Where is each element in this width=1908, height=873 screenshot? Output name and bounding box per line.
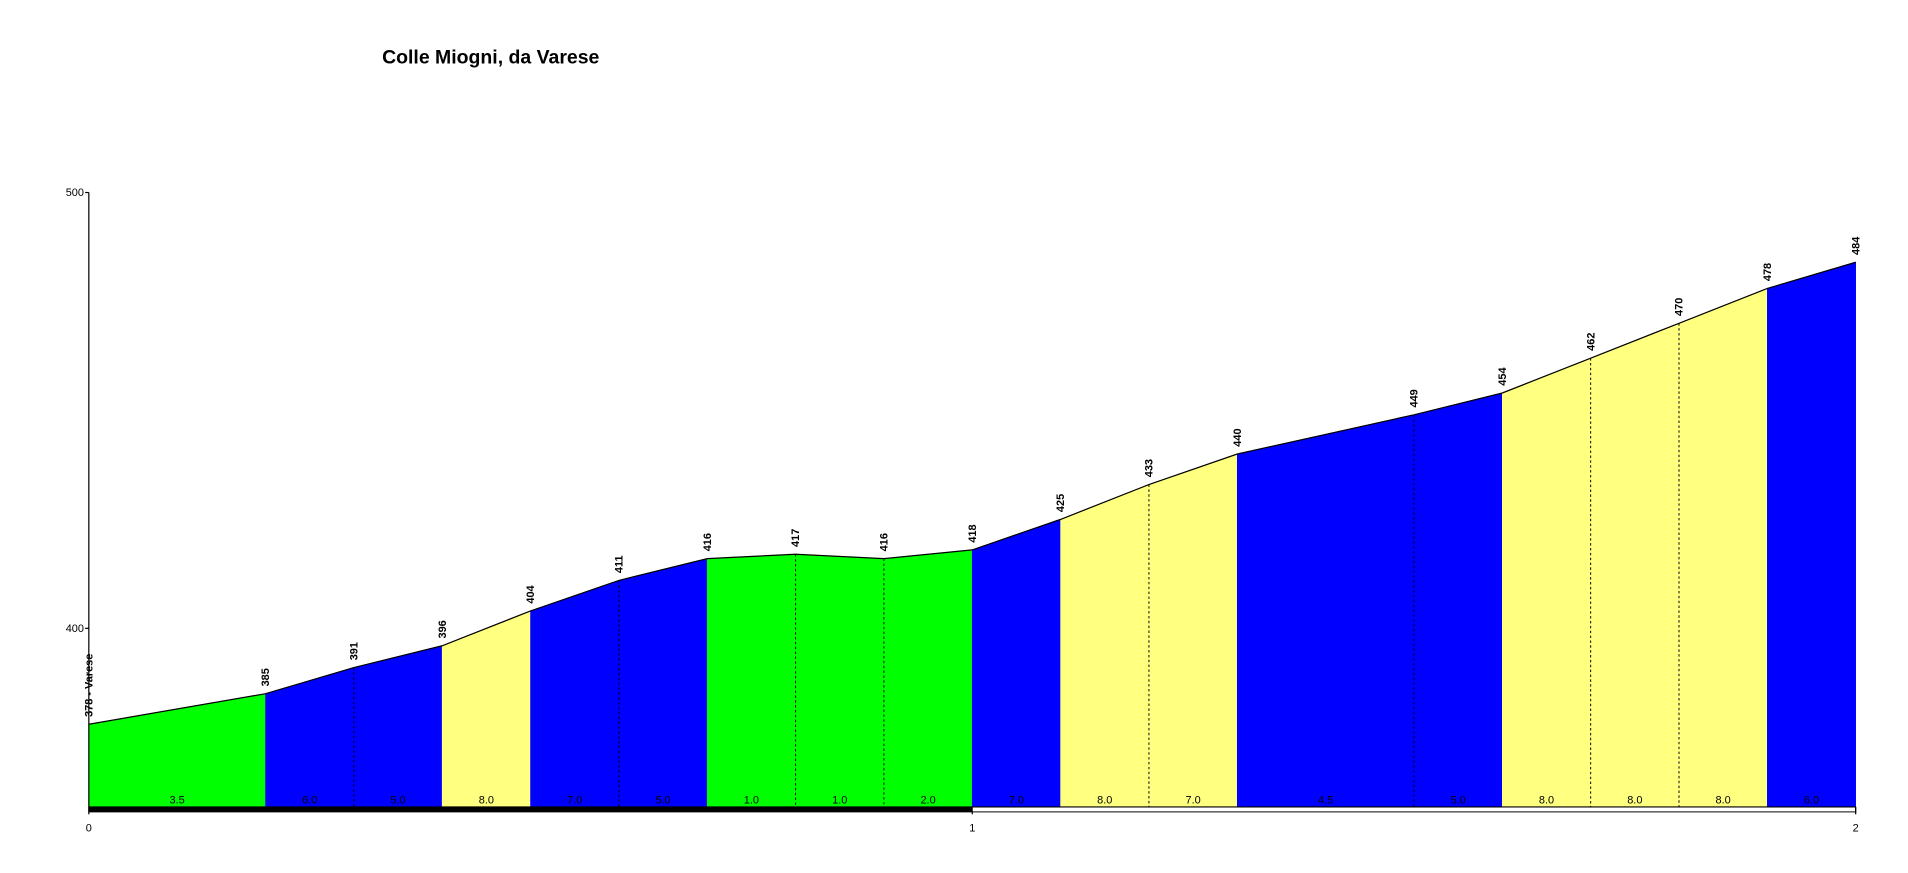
elevation-label: 404 xyxy=(525,584,537,603)
gradient-label: 3.5 xyxy=(170,794,185,806)
segment-area xyxy=(1678,287,1768,808)
segment-area xyxy=(353,645,443,808)
gradient-label: 7.0 xyxy=(1185,794,1200,806)
elevation-label: 454 xyxy=(1497,367,1509,386)
elevation-label: 391 xyxy=(349,642,361,660)
segment-area xyxy=(265,667,355,808)
elevation-label: 396 xyxy=(437,620,449,638)
segment-area xyxy=(1413,392,1503,808)
elevation-label: 462 xyxy=(1585,333,1597,351)
gradient-label: 8.0 xyxy=(1627,794,1642,806)
x-tick-label: 0 xyxy=(86,822,92,834)
elevation-label: 484 xyxy=(1850,236,1862,255)
gradient-label: 8.0 xyxy=(1539,794,1554,806)
segment-area xyxy=(88,693,266,808)
segment-area xyxy=(1590,322,1680,808)
gradient-label: 7.0 xyxy=(1009,794,1024,806)
segment-area xyxy=(1502,357,1591,808)
x-tick-label: 1 xyxy=(969,822,975,834)
elevation-label: 418 xyxy=(967,524,979,542)
elevation-label: 416 xyxy=(879,533,891,551)
km-bar xyxy=(88,806,973,813)
gradient-label: 5.0 xyxy=(655,794,670,806)
elevation-label: 425 xyxy=(1055,494,1067,512)
elevation-label: 478 xyxy=(1762,263,1774,281)
gradient-label: 8.0 xyxy=(479,794,494,806)
segment-area xyxy=(795,553,885,808)
segment-area xyxy=(1767,261,1856,808)
segment-area xyxy=(883,549,973,808)
y-tick-label: 500 xyxy=(66,187,84,199)
gradient-label: 5.0 xyxy=(390,794,405,806)
y-tick-label: 400 xyxy=(66,623,84,635)
profile-line xyxy=(88,261,1856,725)
gradient-label: 6.0 xyxy=(1804,794,1819,806)
gradient-label: 1.0 xyxy=(832,794,847,806)
segment-area xyxy=(1060,484,1150,808)
gradient-label: 4.5 xyxy=(1318,794,1333,806)
gradient-label: 8.0 xyxy=(1716,794,1731,806)
elevation-label: 417 xyxy=(790,529,802,547)
gradient-label: 5.0 xyxy=(1451,794,1466,806)
segment-area xyxy=(706,553,796,808)
segment-area xyxy=(1148,453,1238,808)
elevation-label: 433 xyxy=(1144,459,1156,477)
chart-title: Colle Miogni, da Varese xyxy=(382,47,599,69)
km-bar xyxy=(971,806,1857,813)
segment-area xyxy=(1236,414,1415,808)
gradient-label: 2.0 xyxy=(920,794,935,806)
gradient-label: 8.0 xyxy=(1097,794,1112,806)
elevation-label: 440 xyxy=(1232,428,1244,446)
elevation-label: 411 xyxy=(614,555,626,573)
elevation-label: 385 xyxy=(260,668,272,686)
elevation-label: 378 - Varese xyxy=(83,654,95,717)
elevation-label: 470 xyxy=(1674,298,1686,316)
segment-area xyxy=(618,558,708,808)
elevation-label: 449 xyxy=(1409,389,1421,407)
gradient-label: 1.0 xyxy=(744,794,759,806)
elevation-label: 416 xyxy=(702,533,714,551)
segment-area xyxy=(971,518,1061,808)
x-tick-label: 2 xyxy=(1853,822,1859,834)
segment-area xyxy=(530,579,620,808)
gradient-label: 6.0 xyxy=(302,794,317,806)
gradient-label: 7.0 xyxy=(567,794,582,806)
